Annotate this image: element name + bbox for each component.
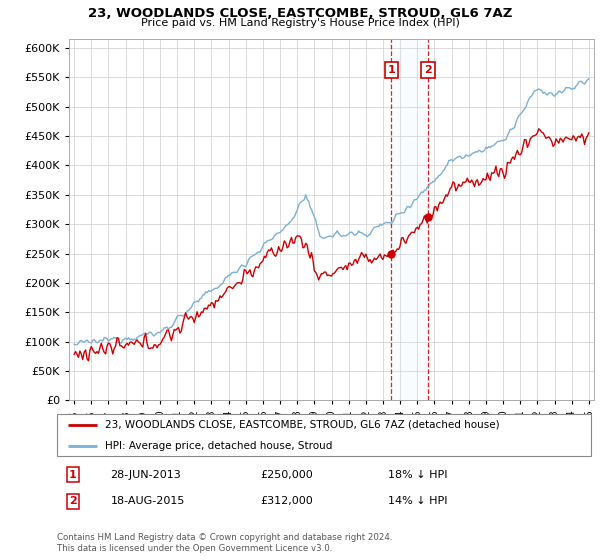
Text: Price paid vs. HM Land Registry's House Price Index (HPI): Price paid vs. HM Land Registry's House … <box>140 18 460 29</box>
Text: £312,000: £312,000 <box>260 496 313 506</box>
Text: £250,000: £250,000 <box>260 470 313 479</box>
Text: 18% ↓ HPI: 18% ↓ HPI <box>388 470 448 479</box>
Text: 28-JUN-2013: 28-JUN-2013 <box>110 470 181 479</box>
Text: 1: 1 <box>388 65 395 75</box>
FancyBboxPatch shape <box>57 414 591 456</box>
Text: 14% ↓ HPI: 14% ↓ HPI <box>388 496 448 506</box>
Text: 23, WOODLANDS CLOSE, EASTCOMBE, STROUD, GL6 7AZ (detached house): 23, WOODLANDS CLOSE, EASTCOMBE, STROUD, … <box>105 420 500 430</box>
Text: 18-AUG-2015: 18-AUG-2015 <box>110 496 185 506</box>
Text: 2: 2 <box>69 496 77 506</box>
Text: 23, WOODLANDS CLOSE, EASTCOMBE, STROUD, GL6 7AZ: 23, WOODLANDS CLOSE, EASTCOMBE, STROUD, … <box>88 7 512 20</box>
Text: Contains HM Land Registry data © Crown copyright and database right 2024.
This d: Contains HM Land Registry data © Crown c… <box>57 533 392 553</box>
Bar <box>391 39 428 400</box>
Text: 1: 1 <box>69 470 77 479</box>
Text: HPI: Average price, detached house, Stroud: HPI: Average price, detached house, Stro… <box>105 441 332 451</box>
Text: 2: 2 <box>424 65 432 75</box>
